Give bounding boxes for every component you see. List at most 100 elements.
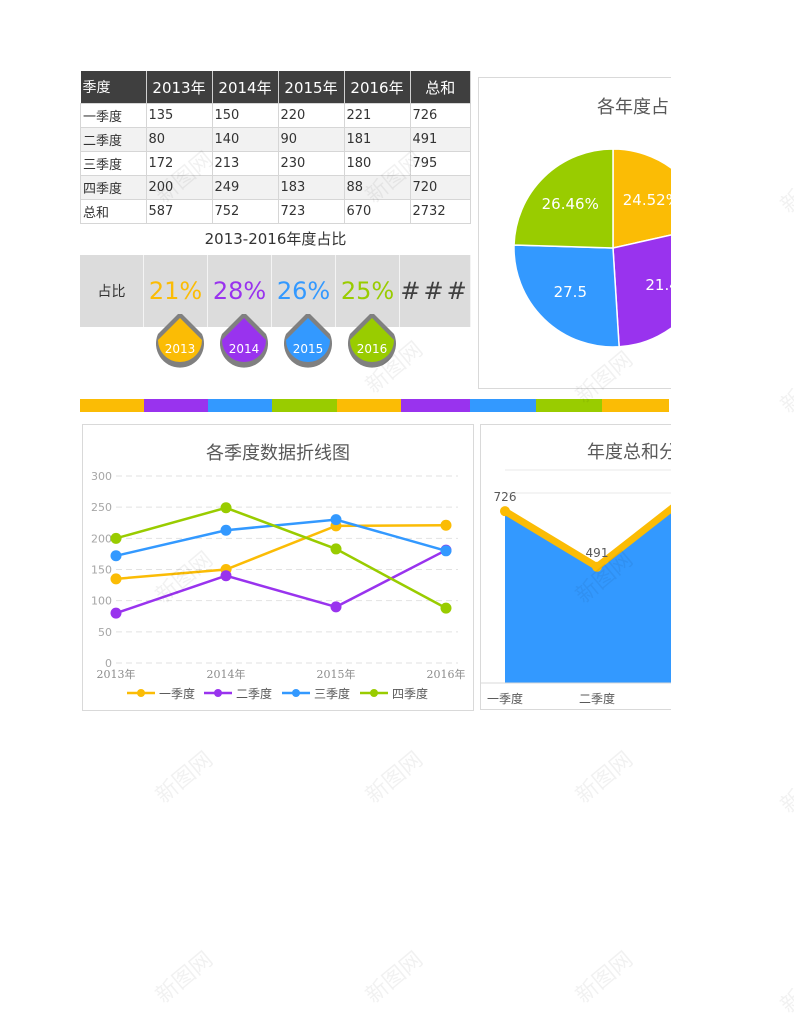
watermark: 新图网: [151, 947, 218, 1009]
series-line-三季度: [115, 518, 447, 558]
table-cell: 180: [343, 151, 411, 176]
table-header: 2015年: [278, 71, 345, 104]
x-tick-label: 2015年: [317, 667, 356, 681]
table-cell: 140: [211, 127, 279, 152]
y-tick-label: 0: [105, 657, 112, 670]
ratio-2015: 26%: [272, 255, 337, 327]
ratio-label: 占比: [80, 255, 145, 327]
y-tick-label: 250: [91, 501, 112, 514]
drop-2013: 2013: [156, 314, 204, 374]
legend-marker: [292, 689, 300, 697]
watermark: 新图网: [776, 957, 794, 1019]
y-tick-label: 300: [91, 470, 112, 483]
area-line: [503, 504, 671, 571]
x-tick-label: 一季度: [487, 691, 523, 706]
ratio-2014: 28%: [208, 255, 273, 327]
table-header-row: 季度 2013年 2014年 2015年 2016年 总和: [80, 71, 471, 104]
pie-data-label: 24.52%: [623, 191, 671, 209]
data-point: [220, 502, 232, 514]
table-cell: 230: [277, 151, 345, 176]
table-header: 季度: [80, 71, 147, 104]
drop-label: 2013: [164, 342, 196, 356]
table-cell: 2732: [409, 199, 471, 224]
area-data-label: 491: [586, 546, 609, 560]
y-tick-label: 50: [98, 626, 112, 639]
strip-segment: [337, 399, 401, 412]
table-cell: 752: [211, 199, 279, 224]
table-cell: 720: [409, 175, 471, 200]
table-row: 二季度 80 140 90 181 491: [80, 127, 471, 152]
strip-segment: [208, 399, 272, 412]
drop-2014: 2014: [220, 314, 268, 374]
strip-segment: [602, 399, 669, 412]
series-line-一季度: [115, 523, 447, 581]
y-tick-label: 150: [91, 564, 112, 577]
area-data-label: 726: [494, 490, 517, 504]
table-cell: 88: [343, 175, 411, 200]
table-cell: 723: [277, 199, 345, 224]
data-table: 季度 2013年 2014年 2015年 2016年 总和 一季度 135 15…: [80, 71, 471, 224]
table-cell: 200: [145, 175, 213, 200]
table-cell: 221: [343, 103, 411, 128]
area-title: 年度总和分: [587, 442, 671, 463]
x-tick-label: 2016年: [427, 667, 466, 681]
line-panel: 各季度数据折线图 0 50 100 150 200 250 300 2013年 2014年 201…: [82, 424, 474, 711]
line-chart: 0 50 100 150 200 250 300 2013年 2014年 2015年 2016年一季…: [91, 470, 466, 701]
legend-marker: [370, 689, 378, 697]
watermark: 新图网: [776, 757, 794, 819]
watermark: 新图网: [361, 747, 428, 809]
data-point: [110, 532, 122, 544]
data-point: [220, 524, 232, 536]
legend-marker: [137, 689, 145, 697]
pie-chart: 24.52% 21.4 27.5 26.46%: [513, 148, 671, 348]
drop-2015: 2015: [284, 314, 332, 374]
pie-slice-2013年: [612, 148, 671, 249]
table-cell: 491: [409, 127, 471, 152]
table-cell: 二季度: [80, 127, 147, 152]
color-strip: [80, 399, 669, 412]
legend-label: 四季度: [392, 686, 428, 701]
ratio-2013: 21%: [144, 255, 209, 327]
ratio-row: 占比 21% 28% 26% 25% ###: [80, 255, 471, 327]
ratio-title: 2013-2016年度占比: [204, 230, 347, 248]
drop-label: 2015: [292, 342, 324, 356]
table-cell: 220: [277, 103, 345, 128]
pie-slice-2015年: [513, 244, 620, 348]
pie-data-label: 26.46%: [542, 195, 599, 213]
table-header: 2016年: [344, 71, 411, 104]
table-cell: 249: [211, 175, 279, 200]
watermark: 新图网: [361, 947, 428, 1009]
legend-label: 二季度: [236, 686, 272, 701]
legend-label: 一季度: [159, 686, 195, 701]
table-row: 四季度 200 249 183 88 720: [80, 175, 471, 200]
strip-segment: [144, 399, 208, 412]
drop-label: 2016: [356, 342, 388, 356]
table-row: 总和 587 752 723 670 2732: [80, 199, 471, 224]
ratio-total: ###: [400, 255, 471, 327]
strip-segment: [80, 399, 144, 412]
watermark: 新图网: [776, 357, 794, 419]
table-cell: 183: [277, 175, 345, 200]
legend-label: 三季度: [314, 686, 350, 701]
table-cell: 587: [145, 199, 213, 224]
x-tick-label: 2014年: [207, 667, 246, 681]
data-point: [330, 601, 342, 613]
table-cell: 80: [145, 127, 213, 152]
y-tick-label: 200: [91, 532, 112, 545]
data-point: [440, 602, 452, 614]
table-cell: 135: [145, 103, 213, 128]
strip-segment: [536, 399, 602, 412]
area-panel: 年度总和分 726 491 一季度 二季度: [480, 424, 671, 710]
table-cell: 670: [343, 199, 411, 224]
ratio-2016: 25%: [336, 255, 401, 327]
watermark: 新图网: [571, 747, 638, 809]
data-point: [440, 545, 452, 557]
data-point: [330, 543, 342, 555]
table-cell: 181: [343, 127, 411, 152]
pie-panel: 各年度占 24.52% 21.4 27.5 26.46%: [478, 77, 671, 389]
watermark: 新图网: [151, 747, 218, 809]
table-cell: 90: [277, 127, 345, 152]
table-cell: 三季度: [80, 151, 147, 176]
data-point: [110, 573, 122, 585]
data-point: [500, 506, 510, 517]
